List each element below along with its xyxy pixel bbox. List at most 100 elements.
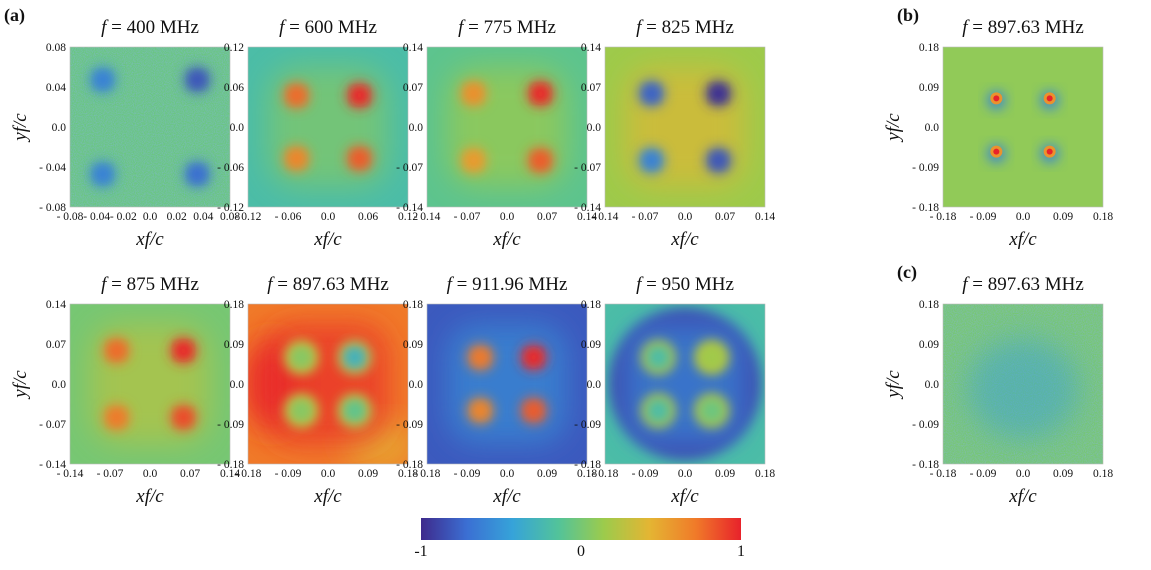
panel-title: f = 897.63 MHz	[962, 274, 1084, 295]
y-tick-label: 0.09	[581, 339, 601, 351]
panel-title: f = 897.63 MHz	[962, 17, 1084, 38]
x-tick-label: 0.0	[500, 468, 515, 480]
y-tick-label: - 0.18	[217, 459, 244, 471]
y-tick-label: - 0.07	[574, 162, 601, 174]
heatmap-background	[943, 47, 1103, 207]
x-axis-label: xf/c	[313, 486, 342, 507]
y-tick-label: 0.04	[46, 82, 66, 94]
y-tick-label: 0.09	[919, 82, 939, 94]
x-tick-label: - 0.09	[275, 468, 302, 480]
panel-label-a: (a)	[4, 5, 25, 25]
y-tick-label: 0.0	[230, 122, 245, 134]
heatmap-panel-3: f = 775 MHz - 0.14 - 0.07 0.0 0.07 0.14 0.14 0.…	[396, 17, 597, 250]
y-tick-label: 0.18	[581, 299, 601, 311]
y-tick-label: - 0.06	[217, 162, 244, 174]
x-tick-label: 0.08	[220, 211, 240, 223]
x-tick-label: 0.12	[398, 211, 418, 223]
x-tick-label: - 0.12	[235, 211, 262, 223]
x-tick-label: 0.0	[321, 211, 336, 223]
y-tick-label: - 0.18	[574, 459, 601, 471]
y-tick-label: - 0.09	[574, 419, 601, 431]
y-tick-label: - 0.18	[912, 459, 939, 471]
x-tick-label: - 0.09	[970, 468, 997, 480]
y-tick-label: 0.18	[919, 299, 939, 311]
y-tick-label: 0.0	[587, 379, 602, 391]
y-tick-label: 0.07	[403, 82, 423, 94]
x-tick-label: - 0.08	[57, 211, 84, 223]
x-tick-label: 0.0	[143, 468, 158, 480]
x-axis-label: xf/c	[1008, 229, 1037, 250]
y-tick-label: 0.09	[224, 339, 244, 351]
x-axis-label: xf/c	[313, 229, 342, 250]
y-tick-label: 0.09	[919, 339, 939, 351]
y-tick-label: 0.06	[224, 82, 244, 94]
x-tick-label: 0.07	[180, 468, 200, 480]
y-tick-label: - 0.18	[912, 202, 939, 214]
heatmap-panel-5: f = 875 MHz - 0.14 - 0.07 0.0 0.07 0.14 0.14 0.…	[10, 274, 240, 507]
y-tick-label: 0.0	[52, 122, 67, 134]
x-tick-label: 0.14	[577, 211, 597, 223]
x-tick-label: 0.06	[358, 211, 378, 223]
x-tick-label: 0.18	[755, 468, 775, 480]
y-tick-label: - 0.09	[217, 419, 244, 431]
y-tick-label: 0.08	[46, 42, 66, 54]
x-tick-label: 0.04	[193, 211, 213, 223]
heatmap-panel-10: f = 897.63 MHz - 0.18 - 0.09 0.0 0.09 0.18 0.1…	[883, 274, 1113, 507]
x-tick-label: 0.07	[537, 211, 557, 223]
x-tick-label: - 0.18	[930, 211, 957, 223]
y-tick-label: - 0.07	[39, 419, 66, 431]
x-tick-label: - 0.14	[592, 211, 619, 223]
x-tick-label: - 0.14	[57, 468, 84, 480]
y-axis-label: yf/c	[10, 113, 31, 143]
x-tick-label: - 0.02	[110, 211, 137, 223]
y-tick-label: 0.14	[403, 42, 423, 54]
panel-title: f = 775 MHz	[458, 17, 556, 38]
x-axis-label: xf/c	[492, 229, 521, 250]
panel-title: f = 600 MHz	[279, 17, 377, 38]
y-axis-label: yf/c	[10, 370, 31, 400]
heatmap-panel-7: f = 911.96 MHz - 0.18 - 0.09 0.0 0.09 0.18 0.1…	[396, 274, 597, 507]
y-tick-label: - 0.09	[396, 419, 423, 431]
panel-title: f = 897.63 MHz	[267, 274, 389, 295]
y-tick-label: - 0.12	[217, 202, 244, 214]
x-tick-label: - 0.18	[414, 468, 441, 480]
y-tick-label: 0.18	[403, 299, 423, 311]
x-axis-label: xf/c	[670, 486, 699, 507]
x-axis-label: xf/c	[1008, 486, 1037, 507]
heatmap-panel-2: f = 600 MHz - 0.12 - 0.06 0.0 0.06 0.12 0.12 0.…	[217, 17, 418, 250]
x-tick-label: 0.09	[1053, 468, 1073, 480]
panel-title: f = 950 MHz	[636, 274, 734, 295]
x-tick-label: 0.02	[167, 211, 187, 223]
x-axis-label: xf/c	[670, 229, 699, 250]
x-tick-label: 0.0	[321, 468, 336, 480]
colorbar-tick-label: 1	[737, 543, 745, 560]
x-tick-label: - 0.09	[454, 468, 481, 480]
x-tick-label: - 0.14	[414, 211, 441, 223]
x-tick-label: - 0.04	[83, 211, 110, 223]
x-tick-label: - 0.09	[632, 468, 659, 480]
y-tick-label: - 0.14	[39, 459, 66, 471]
y-tick-label: 0.18	[919, 42, 939, 54]
heatmap-panel-6: f = 897.63 MHz - 0.18 - 0.09 0.0 0.09 0.18 0.1…	[217, 274, 418, 507]
y-tick-label: 0.14	[581, 42, 601, 54]
y-tick-label: 0.0	[925, 379, 940, 391]
y-axis-label: yf/c	[883, 370, 904, 400]
x-tick-label: 0.18	[577, 468, 597, 480]
y-tick-label: 0.18	[224, 299, 244, 311]
heatmap-panel-8: f = 950 MHz - 0.18 - 0.09 0.0 0.09 0.18 0.18 0.…	[574, 274, 775, 507]
x-axis-label: xf/c	[492, 486, 521, 507]
y-tick-label: - 0.14	[574, 202, 601, 214]
y-tick-label: 0.14	[46, 299, 66, 311]
colorbar: -1 0 1	[414, 518, 745, 560]
panel-title: f = 875 MHz	[101, 274, 199, 295]
y-tick-label: 0.0	[409, 379, 424, 391]
x-tick-label: 0.18	[1093, 468, 1113, 480]
y-tick-label: - 0.18	[396, 459, 423, 471]
panel-label-b: (b)	[897, 5, 919, 25]
y-tick-label: 0.0	[409, 122, 424, 134]
y-axis-label: yf/c	[883, 113, 904, 143]
y-tick-label: 0.09	[403, 339, 423, 351]
heatmap-panel-1: f = 400 MHz- 0.08- 0.04- 0.02 0.0 0.02 0.04…	[10, 17, 240, 250]
colorbar-gradient	[421, 518, 741, 540]
